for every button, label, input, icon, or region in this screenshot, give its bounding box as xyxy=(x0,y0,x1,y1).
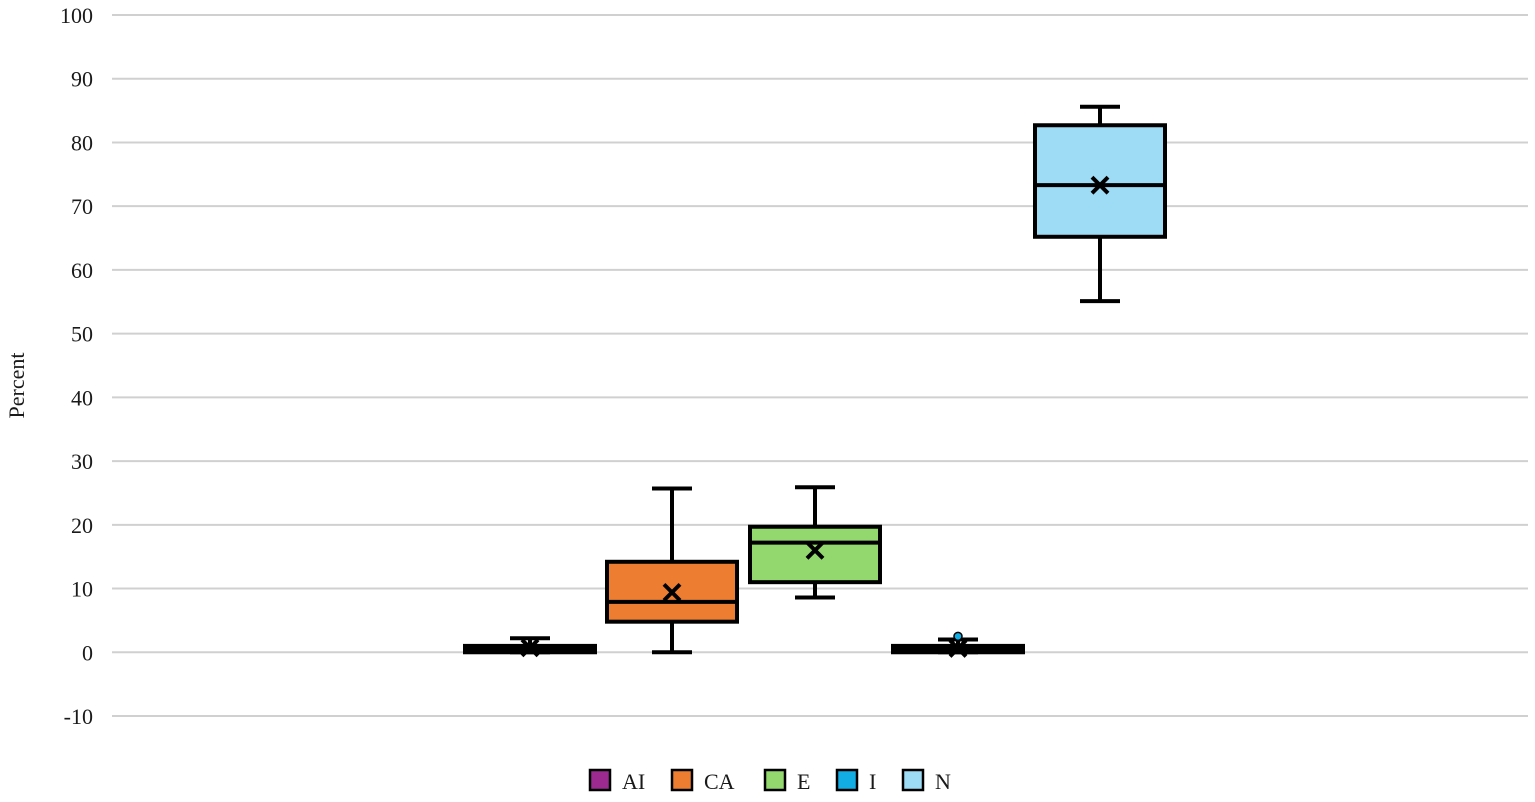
box-i xyxy=(891,631,1025,658)
legend-item-i: I xyxy=(835,768,876,794)
legend-item-ai: AI xyxy=(588,768,645,794)
legend: AI CA E I N xyxy=(588,768,951,794)
box-ca xyxy=(605,486,739,655)
y-tick-label: 50 xyxy=(71,322,93,347)
legend-label: N xyxy=(935,769,951,794)
y-tick-label: 0 xyxy=(82,640,93,665)
legend-item-e: E xyxy=(763,768,810,794)
box-series xyxy=(463,104,1167,658)
y-axis-title: Percent xyxy=(4,353,29,419)
y-tick-label: 20 xyxy=(71,513,93,538)
mean-marker xyxy=(805,540,825,560)
box-iqr xyxy=(1033,123,1167,239)
legend-label: I xyxy=(869,769,876,794)
y-tick-label: 60 xyxy=(71,258,93,283)
legend-swatch xyxy=(835,768,859,792)
mean-marker-stroke xyxy=(805,540,825,560)
y-axis-tick-labels: -10 0 10 20 30 40 50 60 70 80 90 100 xyxy=(60,3,93,729)
box-ai xyxy=(463,636,597,658)
mean-marker-stroke xyxy=(948,639,968,658)
box-iqr xyxy=(748,524,882,585)
mean-marker xyxy=(948,639,968,658)
legend-swatch xyxy=(763,768,787,792)
gridlines xyxy=(112,14,1528,717)
box-n xyxy=(1033,104,1167,304)
legend-swatch xyxy=(670,768,694,792)
mean-marker-stroke xyxy=(520,638,540,658)
mean-marker-stroke xyxy=(1090,175,1110,195)
legend-label: AI xyxy=(622,769,645,794)
y-tick-label: -10 xyxy=(64,704,93,729)
y-tick-label: 70 xyxy=(71,194,93,219)
mean-marker xyxy=(520,638,540,658)
y-tick-label: 30 xyxy=(71,449,93,474)
legend-swatch xyxy=(901,768,925,792)
legend-item-n: N xyxy=(901,768,951,794)
legend-item-ca: CA xyxy=(670,768,735,794)
y-tick-label: 80 xyxy=(71,130,93,155)
y-tick-label: 40 xyxy=(71,385,93,410)
box-e xyxy=(748,485,882,600)
mean-marker-stroke xyxy=(662,582,682,602)
mean-marker xyxy=(1090,175,1110,195)
y-tick-label: 100 xyxy=(60,3,93,28)
mean-marker xyxy=(662,582,682,602)
legend-swatch xyxy=(588,768,612,792)
y-tick-label: 10 xyxy=(71,577,93,602)
y-tick-label: 90 xyxy=(71,67,93,92)
legend-label: E xyxy=(797,769,810,794)
outlier-point xyxy=(953,631,963,642)
legend-label: CA xyxy=(704,769,735,794)
